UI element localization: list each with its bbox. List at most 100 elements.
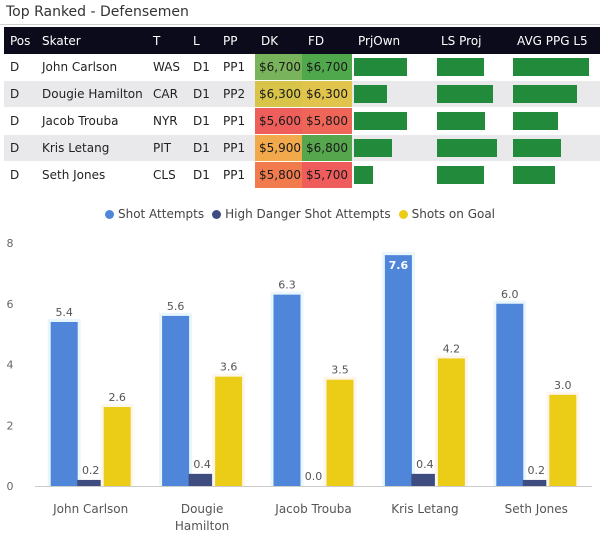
column-header-dk[interactable]: DK	[255, 27, 302, 54]
cell-skater: John Carlson	[36, 54, 147, 81]
table-row[interactable]: D John Carlson WAS D1 PP1 $6,700 $6,700	[4, 54, 600, 81]
data-bar	[354, 58, 407, 76]
legend-label: Shot Attempts	[117, 207, 205, 221]
data-label: 7.6	[389, 259, 409, 272]
cell-fd-salary: $5,700	[302, 161, 352, 189]
cell-pos: D	[4, 134, 36, 162]
table-header-row: Pos Skater T L PP DK FD PrjOwn LS Proj AVG PPG L5	[4, 27, 600, 54]
bar-shots-on-goal	[549, 394, 577, 486]
legend-dot-icon	[104, 210, 114, 219]
cell-ls-proj-bar	[435, 134, 511, 162]
cell-pp: PP2	[217, 80, 255, 108]
y-tick-label: 4	[7, 359, 14, 372]
cell-pp: PP1	[217, 54, 255, 81]
cell-prjown-bar	[352, 161, 435, 189]
data-label: 0.2	[82, 464, 100, 477]
cell-avg-ppg-bar	[511, 161, 600, 189]
legend-item[interactable]: Shots on Goal	[398, 207, 496, 221]
data-label: 2.6	[108, 391, 126, 404]
column-header-prjown[interactable]: PrjOwn	[352, 27, 435, 54]
cell-fd-salary: $6,700	[302, 54, 352, 81]
x-category-label: John Carlson	[52, 502, 128, 516]
column-header-pos[interactable]: Pos	[4, 27, 36, 54]
cell-skater: Kris Letang	[36, 134, 147, 162]
column-header-l[interactable]: L	[187, 27, 217, 54]
bar-shot-attempts	[273, 294, 301, 486]
data-label: 3.5	[331, 364, 349, 377]
y-tick-label: 8	[7, 237, 14, 250]
table-row[interactable]: D Jacob Trouba NYR D1 PP1 $5,600 $5,800	[4, 107, 600, 135]
bar-high-danger-shot-attempts	[77, 479, 105, 486]
defensemen-table: Pos Skater T L PP DK FD PrjOwn LS Proj AVG PPG L5…	[4, 27, 600, 189]
y-tick-label: 2	[7, 419, 14, 432]
legend-dot-icon	[212, 210, 222, 219]
column-header-fd[interactable]: FD	[302, 27, 352, 54]
data-bar	[437, 112, 485, 130]
cell-ls-proj-bar	[435, 54, 511, 81]
column-header-avg-ppg-l5[interactable]: AVG PPG L5	[511, 27, 600, 54]
bar-shot-attempts	[496, 303, 524, 486]
cell-prjown-bar	[352, 107, 435, 135]
column-header-t[interactable]: T	[147, 27, 187, 54]
cell-prjown-bar	[352, 80, 435, 108]
data-label: 6.3	[278, 279, 296, 292]
cell-pos: D	[4, 107, 36, 135]
cell-team: CAR	[147, 80, 187, 108]
cell-team: NYR	[147, 107, 187, 135]
x-category-label: Jacob Trouba	[274, 502, 351, 516]
cell-pp: PP1	[217, 161, 255, 189]
data-bar	[513, 166, 555, 184]
cell-dk-salary: $6,300	[255, 80, 302, 108]
data-label: 6.0	[501, 288, 519, 301]
bar-shots-on-goal	[326, 379, 354, 486]
data-bar	[354, 166, 373, 184]
legend-item[interactable]: Shot Attempts	[104, 207, 205, 221]
cell-skater: Dougie Hamilton	[36, 80, 147, 108]
data-bar	[354, 139, 392, 157]
bar-shots-on-goal	[437, 358, 465, 486]
data-label: 3.6	[220, 361, 238, 374]
data-label: 0.4	[193, 458, 211, 471]
cell-team: WAS	[147, 54, 187, 81]
legend-label: Shots on Goal	[411, 207, 496, 221]
cell-avg-ppg-bar	[511, 134, 600, 162]
data-bar	[513, 85, 577, 103]
cell-dk-salary: $5,600	[255, 107, 302, 135]
y-tick-label: 0	[7, 480, 14, 493]
data-label: 4.2	[443, 342, 461, 355]
bar-high-danger-shot-attempts	[522, 479, 550, 486]
cell-team: PIT	[147, 134, 187, 162]
cell-skater: Seth Jones	[36, 161, 147, 189]
chart-legend: Shot Attempts High Danger Shot Attempts Sh…	[0, 207, 600, 221]
column-header-pp[interactable]: PP	[217, 27, 255, 54]
title-divider	[0, 24, 600, 25]
data-label: 0.4	[416, 458, 434, 471]
cell-avg-ppg-bar	[511, 80, 600, 108]
cell-dk-salary: $5,800	[255, 161, 302, 189]
legend-dot-icon	[398, 210, 408, 219]
cell-pos: D	[4, 161, 36, 189]
cell-fd-salary: $6,300	[302, 80, 352, 108]
table-row[interactable]: D Kris Letang PIT D1 PP1 $5,900 $6,800	[4, 134, 600, 162]
cell-avg-ppg-bar	[511, 54, 600, 81]
column-header-skater[interactable]: Skater	[36, 27, 147, 54]
cell-pp: PP1	[217, 134, 255, 162]
cell-skater: Jacob Trouba	[36, 107, 147, 135]
table-row[interactable]: D Seth Jones CLS D1 PP1 $5,800 $5,700	[4, 161, 600, 189]
data-label: 0.0	[305, 470, 323, 483]
cell-fd-salary: $5,800	[302, 107, 352, 135]
legend-item[interactable]: High Danger Shot Attempts	[212, 207, 391, 221]
cell-team: CLS	[147, 161, 187, 189]
data-bar	[513, 139, 561, 157]
column-header-ls-proj[interactable]: LS Proj	[435, 27, 511, 54]
cell-prjown-bar	[352, 134, 435, 162]
data-label: 5.4	[55, 306, 73, 319]
data-bar	[437, 139, 497, 157]
table-row[interactable]: D Dougie Hamilton CAR D1 PP2 $6,300 $6,300	[4, 80, 600, 108]
visual-title: Top Ranked - Defensemen	[6, 4, 189, 20]
cell-line: D1	[187, 161, 217, 189]
data-bar	[437, 85, 493, 103]
data-label: 5.6	[167, 300, 185, 313]
bar-high-danger-shot-attempts	[188, 473, 216, 486]
cell-ls-proj-bar	[435, 80, 511, 108]
